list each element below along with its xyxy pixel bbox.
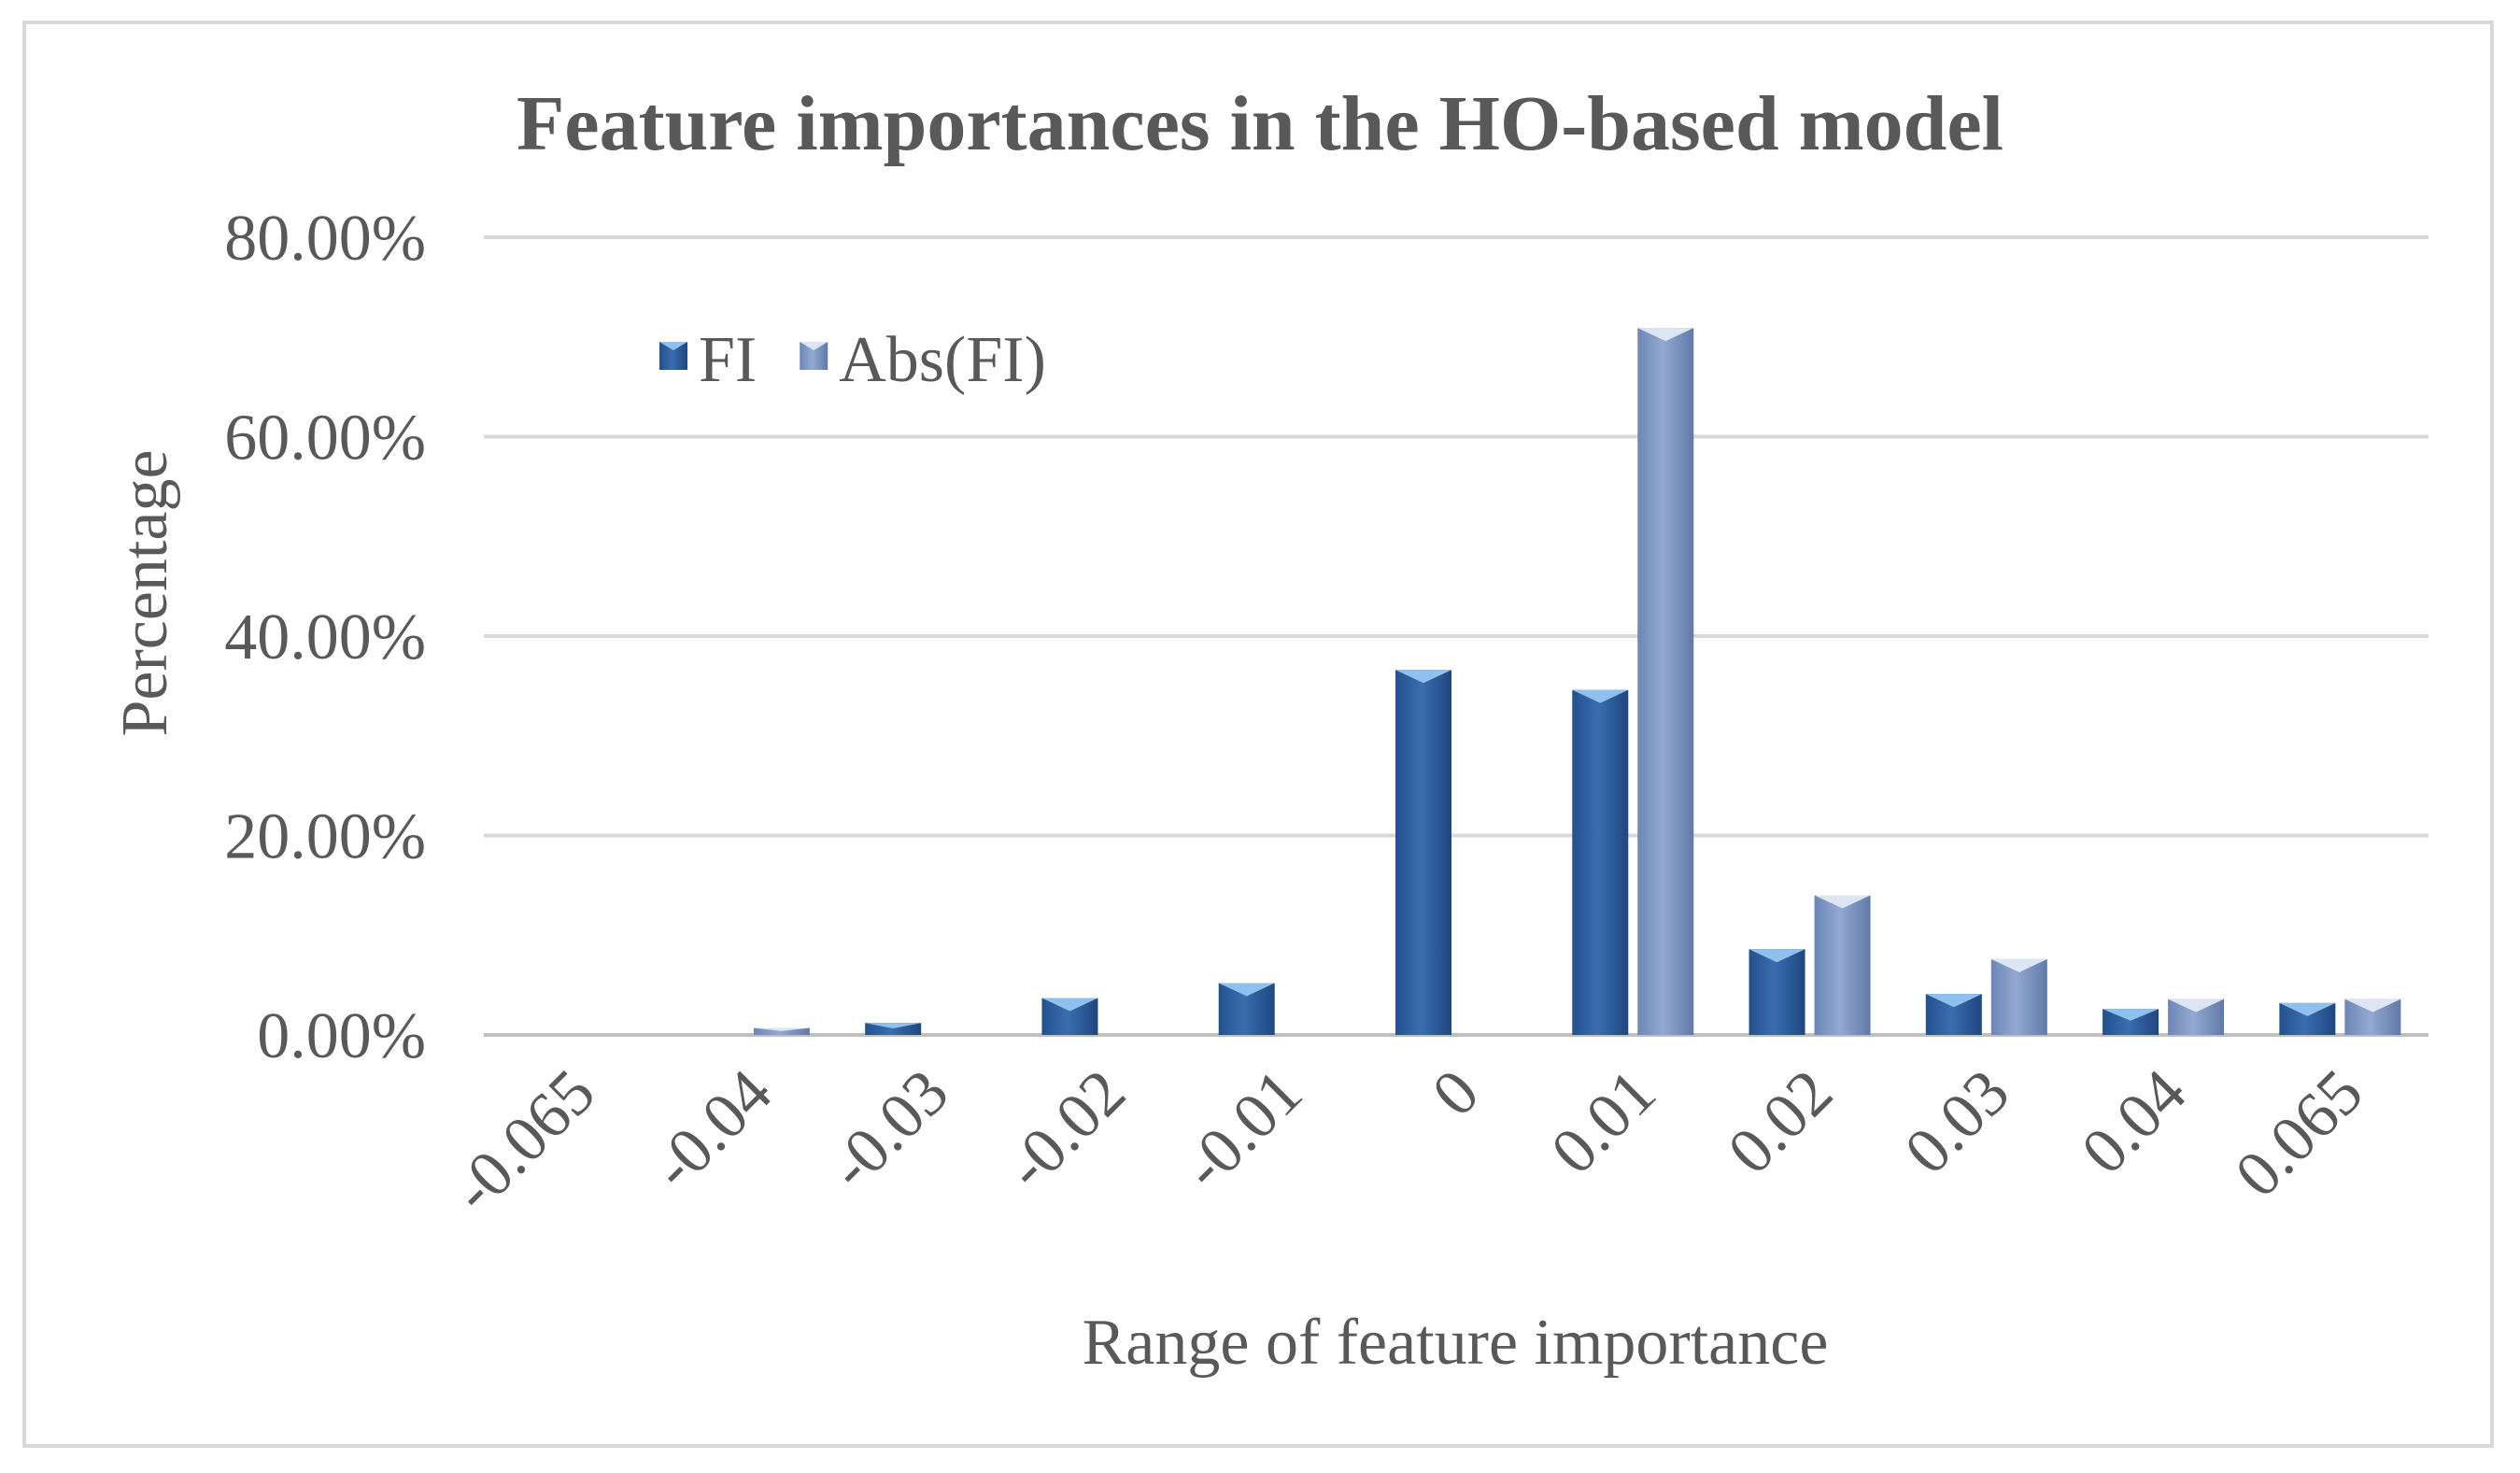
x-tick-label: -0.04	[639, 1056, 786, 1204]
x-tick-label: 0.01	[1538, 1056, 1670, 1188]
abs-fi-bar-cap	[1814, 895, 1871, 909]
x-tick-label: 0.04	[2068, 1056, 2200, 1188]
abs-fi-bar-cap	[2168, 999, 2225, 1013]
fi-bar-cap	[1041, 998, 1098, 1012]
y-axis-title: Percentage	[109, 449, 181, 736]
legend-label: FI	[699, 324, 757, 396]
y-tick-label: 60.00%	[224, 403, 426, 474]
abs-fi-bar	[1637, 328, 1694, 1036]
x-tick-label: 0.03	[1891, 1056, 2023, 1188]
x-tick-label: 0.065	[2222, 1056, 2377, 1211]
fi-bar-cap	[865, 1023, 922, 1028]
fi-bar-cap	[1925, 994, 1982, 1008]
x-axis-title: Range of feature importance	[1083, 1307, 1829, 1379]
y-tick-label: 0.00%	[257, 1000, 426, 1072]
x-tick-label: -0.065	[439, 1056, 609, 1226]
fi-bar-cap	[1218, 983, 1275, 997]
y-tick-label: 20.00%	[224, 801, 426, 873]
fi-bar-cap	[1395, 670, 1451, 684]
legend-swatch-cap	[659, 342, 687, 350]
y-axis-tick-labels: 0.00% 20.00% 40.00% 60.00% 80.00%	[224, 203, 426, 1072]
legend-label: Abs(FI)	[839, 324, 1046, 396]
abs-fi-bar	[753, 1027, 810, 1035]
fi-bar-cap	[2279, 1002, 2336, 1016]
fi-bar-cap	[1748, 949, 1805, 963]
fi-bar	[1748, 949, 1805, 1035]
x-tick-label: -0.01	[1168, 1056, 1316, 1204]
fi-bar	[1572, 689, 1629, 1035]
abs-fi-bar-cap	[753, 1027, 810, 1031]
legend: FI Abs(FI)	[659, 324, 1046, 396]
chart-title: Feature importances in the HO-based mode…	[517, 80, 2003, 167]
fi-bar	[865, 1023, 922, 1035]
fi-bar	[1395, 670, 1451, 1035]
chart-frame	[22, 21, 2494, 1448]
legend-swatch-cap	[800, 342, 828, 350]
x-tick-label: 0	[1419, 1056, 1493, 1130]
abs-fi-bar-cap	[1637, 328, 1694, 342]
abs-fi-bar-cap	[2344, 999, 2401, 1013]
x-tick-label: -0.03	[815, 1056, 963, 1204]
gridlines	[484, 235, 2428, 1037]
fi-bar-cap	[1572, 689, 1629, 703]
abs-fi-bar-cap	[1990, 958, 2047, 972]
x-tick-label: 0.02	[1715, 1056, 1847, 1188]
y-tick-label: 80.00%	[224, 203, 426, 275]
fi-bar-cap	[2102, 1009, 2159, 1021]
x-axis-tick-labels: -0.065 -0.04 -0.03 -0.02 -0.01 0 0.01 0.02 0.03 0…	[439, 1056, 2377, 1226]
bars	[753, 328, 2401, 1036]
y-tick-label: 40.00%	[224, 602, 426, 673]
x-tick-label: -0.02	[992, 1056, 1140, 1204]
abs-fi-bar	[1814, 895, 1871, 1035]
